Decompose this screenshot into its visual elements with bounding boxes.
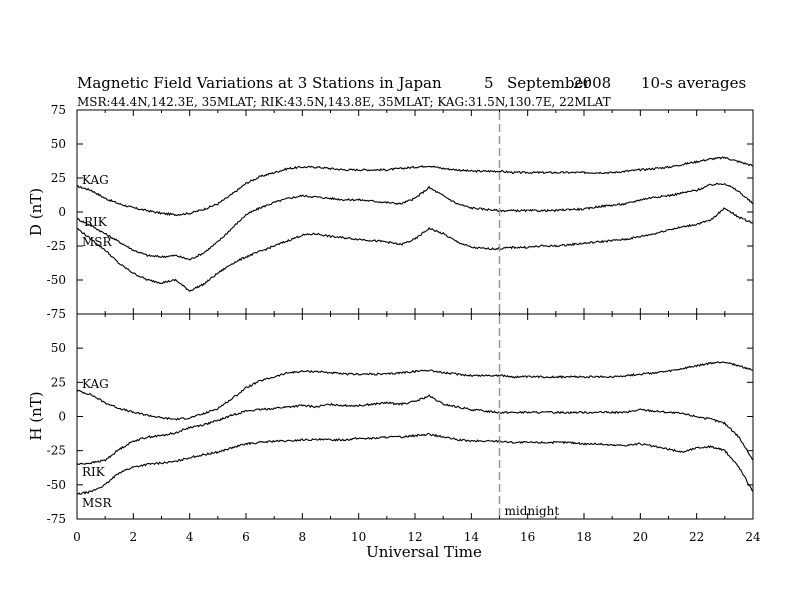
xtick-label: 20	[633, 530, 648, 544]
h-ytick-label: -75	[47, 512, 66, 526]
h-ytick-label: -25	[47, 444, 66, 458]
xtick-label: 4	[186, 530, 194, 544]
d-trace-rik	[76, 182, 754, 261]
midnight-label: midnight	[505, 504, 560, 518]
d-ytick-label: 0	[58, 205, 66, 219]
h-station-label-kag: KAG	[82, 377, 109, 391]
d-ytick-label: 25	[51, 171, 66, 185]
h-traces	[76, 361, 754, 495]
h-ytick-label: 0	[58, 410, 66, 424]
d-panel-frame	[76, 109, 754, 315]
xtick-label: 10	[351, 530, 366, 544]
xtick-label: 2	[130, 530, 138, 544]
d-yticks: 75 50 25 0 -25 -50 -75	[47, 103, 753, 321]
h-yticks: 50 25 0 -25 -50 -75	[47, 341, 753, 526]
h-station-labels: KAG RIK MSR	[82, 377, 113, 510]
h-ytick-label: -50	[47, 478, 66, 492]
averaging-note: 10-s averages	[641, 74, 746, 92]
d-trace-msr	[77, 207, 754, 293]
d-ytick-label: -25	[47, 239, 66, 253]
h-axis-label: H (nT)	[27, 391, 45, 440]
h-trace-rik	[76, 394, 754, 466]
chart-title: Magnetic Field Variations at 3 Stations …	[77, 74, 442, 92]
d-station-label-rik: RIK	[84, 215, 108, 229]
date-day: 5	[484, 74, 494, 92]
h-ytick-label: 50	[51, 341, 66, 355]
station-coordinates: MSR:44.4N,142.3E, 35MLAT; RIK:43.5N,143.…	[77, 95, 611, 109]
date-month: September	[507, 74, 591, 92]
xtick-label: 6	[242, 530, 250, 544]
d-station-label-msr: MSR	[82, 235, 113, 249]
xtick-label: 8	[299, 530, 307, 544]
xtick-label: 0	[73, 530, 81, 544]
x-ticks: 0 2 4 6 8 10 12 14 16 18 20 22 24	[73, 530, 761, 544]
d-station-labels: KAG RIK MSR	[82, 173, 113, 249]
d-trace-kag	[76, 156, 754, 217]
d-ytick-label: 50	[51, 137, 66, 151]
d-traces	[76, 156, 754, 293]
d-axis-label: D (nT)	[27, 188, 45, 236]
xtick-label: 16	[520, 530, 535, 544]
h-station-label-msr: MSR	[82, 496, 113, 510]
xtick-label: 12	[407, 530, 422, 544]
d-station-label-kag: KAG	[82, 173, 109, 187]
xtick-label: 18	[576, 530, 591, 544]
d-component-panel: 75 50 25 0 -25 -50 -75 KAG RIK MSR D (nT)	[27, 103, 754, 321]
x-axis-label: Universal Time	[366, 543, 482, 561]
d-ytick-label: -50	[47, 273, 66, 287]
d-ytick-label: 75	[51, 103, 66, 117]
h-ytick-label: 25	[51, 375, 66, 389]
h-station-label-rik: RIK	[82, 465, 106, 479]
date-year: 2008	[573, 74, 611, 92]
h-panel-frame	[76, 313, 754, 520]
h-trace-msr	[76, 432, 754, 495]
xtick-label: 14	[464, 530, 480, 544]
xtick-label: 24	[745, 530, 761, 544]
h-trace-kag	[76, 361, 754, 421]
xtick-label: 22	[689, 530, 704, 544]
d-ytick-label: -75	[47, 307, 66, 321]
